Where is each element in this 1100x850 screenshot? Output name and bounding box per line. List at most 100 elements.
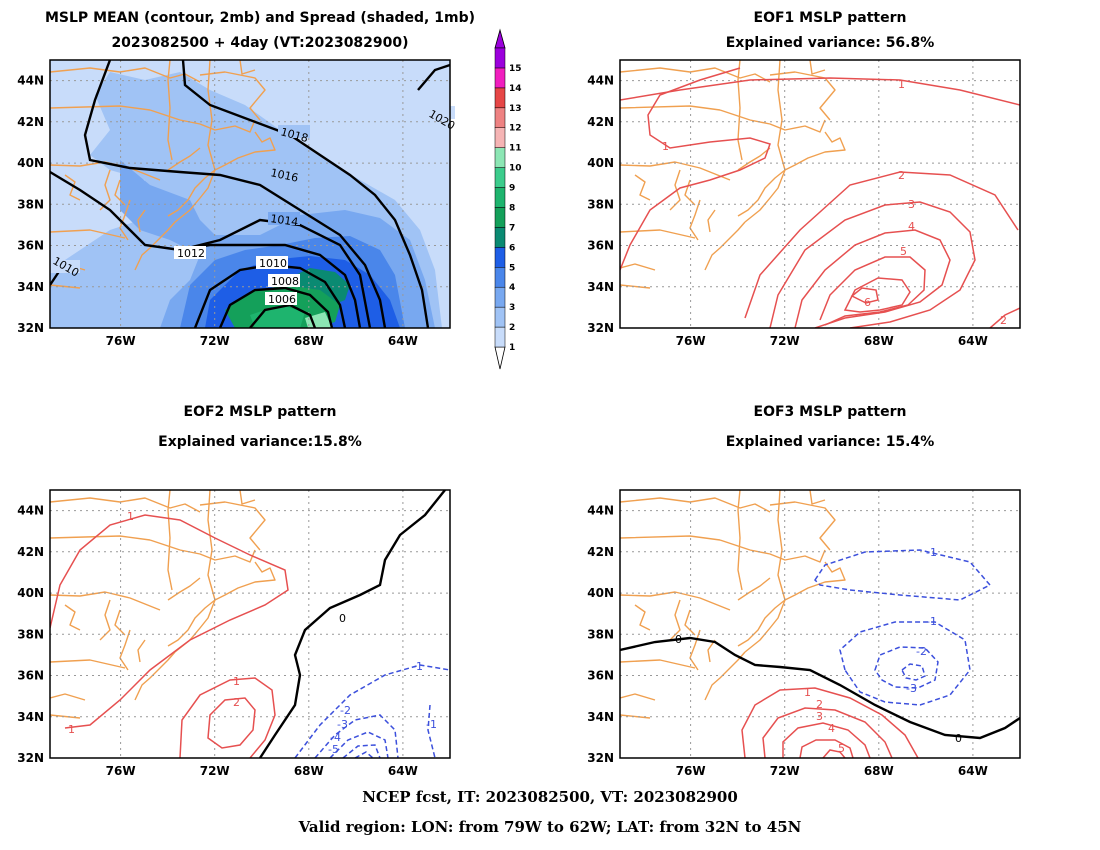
colorbar-label: 14: [509, 84, 522, 94]
colorbar-box: [494, 127, 506, 148]
colorbar-bottom-arrow: [494, 346, 506, 370]
panel2-title-line1: EOF1 MSLP pattern: [753, 10, 907, 26]
colorbar-box: [494, 286, 506, 308]
lat-tick-label: 34N: [587, 280, 614, 294]
colorbar-box: [494, 87, 506, 109]
lon-tick-label: 68W: [864, 334, 894, 348]
lat-tick-label: 42N: [17, 115, 44, 129]
lat-tick-label: 32N: [17, 321, 44, 335]
svg-text:1012: 1012: [177, 247, 205, 260]
eof2-label-1-center: 1: [233, 675, 240, 688]
panel4-title-line2: Explained variance: 15.4%: [725, 434, 935, 450]
colorbar-label: 13: [509, 104, 522, 114]
lon-tick-label: 64W: [958, 334, 988, 348]
eof2-positive-contours: [50, 514, 289, 758]
panel1-title-line1: MSLP MEAN (contour, 2mb) and Spread (sha…: [45, 10, 475, 26]
mean-label-1010: 1010: [256, 256, 288, 270]
footer-line1: NCEP fcst, IT: 2023082500, VT: 202308290…: [362, 788, 738, 806]
lon-tick-label: 64W: [958, 764, 988, 778]
eof3-label-minus2: -2: [916, 645, 927, 658]
colorbar-label: 4: [509, 283, 515, 293]
eof1-label-4: 4: [908, 220, 915, 233]
lat-tick-label: 36N: [587, 239, 614, 253]
mean-label-1012: 1012: [174, 246, 206, 260]
panel2-title-line2: Explained variance: 56.8%: [725, 35, 935, 51]
eof3-label-1: 1: [804, 686, 811, 699]
eof2-label-minus2: -2: [340, 704, 351, 717]
eof3-label-2: 2: [816, 698, 823, 711]
lat-tick-label: 38N: [587, 197, 614, 211]
eof3-label-minus3: -3: [906, 682, 917, 695]
eof1-label-5: 5: [900, 245, 907, 258]
eof3-label-3: 3: [816, 710, 823, 723]
eof2-label-1-north: 1: [127, 510, 134, 523]
lat-tick-label: 36N: [587, 669, 614, 683]
eof2-label-2: 2: [233, 696, 240, 709]
lat-tick-label: 44N: [587, 504, 614, 518]
colorbar-box: [494, 267, 506, 288]
colorbar-top-arrow: [494, 28, 506, 49]
eof1-label-3: 3: [908, 198, 915, 211]
lat-tick-label: 34N: [17, 710, 44, 724]
lat-tick-label: 36N: [17, 669, 44, 683]
lat-tick-label: 36N: [17, 239, 44, 253]
lat-tick-label: 40N: [587, 586, 614, 600]
eof1-label-2-east: 2: [1000, 314, 1007, 327]
lat-tick-label: 40N: [17, 156, 44, 170]
eof1-label-2: 2: [898, 169, 905, 182]
colorbar-box: [494, 326, 506, 348]
colorbar-box: [494, 167, 506, 188]
colorbar-label: 10: [509, 164, 522, 174]
axis-labels: 44N 42N 40N 38N 36N 34N 32N 76W 72W 68W 64W 44N 42N 4…: [17, 74, 988, 778]
colorbar-label: 1: [509, 343, 515, 353]
colorbar-box: [494, 107, 506, 128]
eof3-label-5: 5: [838, 742, 845, 755]
eof3-label-minus1-north: -1: [926, 546, 937, 559]
lat-tick-label: 40N: [587, 156, 614, 170]
lon-tick-label: 72W: [770, 334, 800, 348]
colorbar-label: 9: [509, 184, 515, 194]
lat-tick-label: 40N: [17, 586, 44, 600]
lat-tick-label: 38N: [17, 197, 44, 211]
svg-text:1016: 1016: [269, 166, 299, 185]
eof1-label-6: 6: [864, 296, 871, 309]
eof1-label-1-west: 1: [662, 140, 669, 153]
lon-tick-label: 76W: [676, 334, 706, 348]
lon-tick-label: 76W: [106, 334, 136, 348]
lon-tick-label: 76W: [676, 764, 706, 778]
colorbar-box: [494, 187, 506, 208]
colorbar-label: 8: [509, 203, 515, 213]
lat-tick-label: 44N: [17, 504, 44, 518]
mean-label-1016: 1016: [268, 166, 300, 185]
lat-tick-label: 32N: [587, 751, 614, 765]
lon-tick-label: 72W: [770, 764, 800, 778]
svg-text:1010: 1010: [259, 257, 287, 270]
lon-tick-label: 64W: [388, 334, 418, 348]
eof1-label-1-north: 1: [898, 78, 905, 91]
eof3-negative-contours: [814, 549, 992, 706]
colorbar-box: [494, 67, 506, 89]
panel4-map: -1 -1 -2 -3 0 0 1 2 3 4 5: [619, 489, 1021, 759]
svg-text:1014: 1014: [270, 212, 300, 229]
colorbar-label: 15: [509, 64, 522, 74]
eof3-label-0-west: 0: [675, 633, 682, 646]
lat-tick-label: 34N: [587, 710, 614, 724]
lon-tick-label: 72W: [200, 764, 230, 778]
mean-label-1014: 1014: [268, 212, 300, 229]
eof2-label-minus5: -5: [328, 743, 339, 756]
eof2-label-minus1-east: -1: [426, 718, 437, 731]
panel3-map: 1 1 2 1 0 -1 -1 -2 -3 -4 -5: [49, 489, 451, 759]
colorbar-label: 5: [509, 263, 515, 273]
spread-fill-9: [305, 312, 332, 328]
panel1-map: 1020 1018 1016 1014 1012 1010 1010 1008 …: [49, 59, 457, 329]
lon-tick-label: 68W: [294, 334, 324, 348]
lat-tick-label: 42N: [17, 545, 44, 559]
lon-tick-label: 76W: [106, 764, 136, 778]
lon-tick-label: 72W: [200, 334, 230, 348]
panel3-title-line2: Explained variance:15.8%: [158, 434, 362, 450]
lat-tick-label: 32N: [17, 751, 44, 765]
panel1-title-line2: 2023082500 + 4day (VT:2023082900): [111, 35, 409, 51]
eof3-label-0-east: 0: [955, 732, 962, 745]
colorbar-box: [494, 306, 506, 328]
